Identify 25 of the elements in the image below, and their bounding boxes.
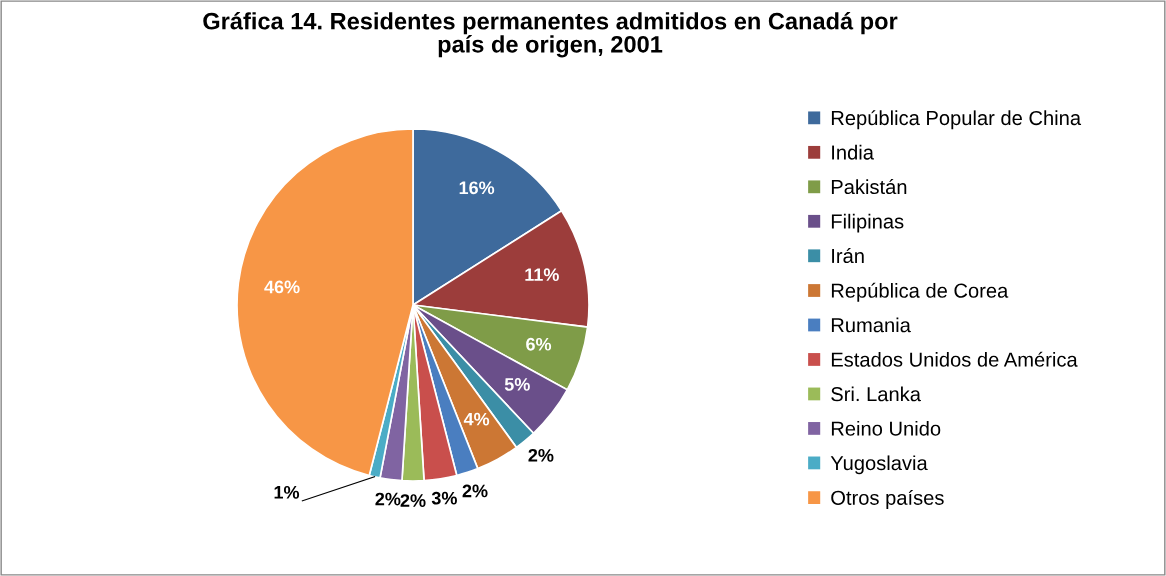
chart-title: Gráfica 14. Residentes permanentes admitidos en Canadá por país de origen, 2001 — [203, 12, 898, 58]
data-label: 3% — [431, 491, 457, 505]
legend-label: Filipinas — [831, 213, 904, 233]
legend-label: Estados Unidos de América — [831, 351, 1078, 367]
data-label: 16% — [459, 181, 495, 195]
legend-label: Rumania — [831, 317, 911, 333]
data-label: 2% — [528, 448, 554, 462]
legend-label: República de Corea — [831, 282, 1009, 302]
data-label: 6% — [526, 337, 552, 351]
legend-label: Otros países — [831, 489, 944, 509]
data-label: 2% — [375, 492, 401, 506]
data-label: 46% — [264, 280, 300, 294]
data-label: 1% — [274, 485, 300, 499]
data-label: 5% — [504, 378, 530, 391]
data-label: 2% — [400, 494, 426, 507]
legend-label: Reino Unido — [831, 420, 941, 436]
legend-label: India — [832, 144, 874, 160]
legend-label: Irán — [832, 248, 864, 264]
data-label: 4% — [463, 412, 490, 426]
legend-label: Pakistán — [831, 179, 907, 195]
data-label: 11% — [525, 268, 559, 282]
data-label: 2% — [462, 484, 488, 498]
legend-label: Sri. Lanka — [831, 386, 921, 402]
legend-label: Yugoslavia — [830, 455, 928, 475]
legend-label: República Popular de China — [831, 110, 1082, 130]
